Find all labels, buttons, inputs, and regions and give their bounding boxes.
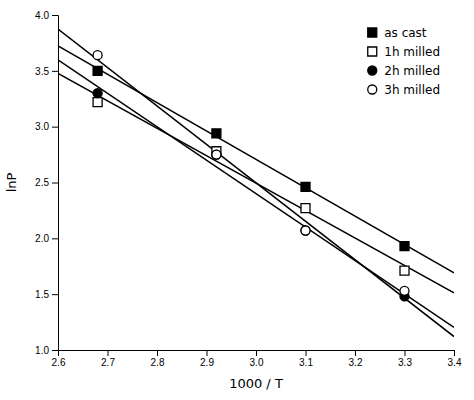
tick-mark xyxy=(108,350,109,356)
tick-mark xyxy=(355,350,356,356)
point xyxy=(301,226,310,235)
point xyxy=(212,150,221,159)
legend-item: 1h milled xyxy=(368,45,440,59)
tick-label: 3.4 xyxy=(448,357,462,368)
tick: 1.5 xyxy=(35,289,58,300)
tick-mark xyxy=(405,350,406,356)
point xyxy=(301,226,310,235)
legend-item: as cast xyxy=(368,26,427,40)
legend-label: 3h milled xyxy=(384,83,440,97)
point xyxy=(93,89,102,98)
tick: 2.8 xyxy=(151,350,165,368)
tick-label: 3.5 xyxy=(35,66,49,77)
tick: 3.5 xyxy=(35,66,58,77)
tick: 2.0 xyxy=(35,233,58,244)
tick: 3.1 xyxy=(299,350,313,368)
point xyxy=(400,266,409,275)
point xyxy=(400,286,409,295)
tick-label: 2.5 xyxy=(35,177,49,188)
legend-background xyxy=(358,19,448,103)
tick: 2.9 xyxy=(200,350,214,368)
tick-label: 2.7 xyxy=(101,357,115,368)
tick-mark xyxy=(454,350,455,356)
chart: 2.6 2.7 2.8 2.9 3.0 3.1 3.2 3.3 3.4 1.0 1.5 2.0 2.5 3… xyxy=(0,0,474,400)
tick: 3.0 xyxy=(35,121,58,132)
axis-line xyxy=(52,16,59,351)
point xyxy=(301,204,310,213)
tick-label: 3.0 xyxy=(250,357,264,368)
plot: 2.6 2.7 2.8 2.9 3.0 3.1 3.2 3.3 3.4 1.0 1.5 2.0 2.5 3… xyxy=(35,10,462,368)
point xyxy=(212,129,221,138)
legend-label: 1h milled xyxy=(384,45,440,59)
legend-item: 2h milled xyxy=(368,64,440,78)
tick-label: 2.9 xyxy=(200,357,214,368)
legend-label: 2h milled xyxy=(384,64,440,78)
point xyxy=(93,66,102,75)
point xyxy=(212,150,221,159)
tick: 3.4 xyxy=(448,350,462,368)
tick: 2.5 xyxy=(35,177,58,188)
tick-label: 3.3 xyxy=(398,357,412,368)
tick: 2.7 xyxy=(101,350,115,368)
x-axis-title: 1000 / T xyxy=(229,376,283,391)
tick-mark xyxy=(52,183,58,184)
tick-mark xyxy=(52,350,58,351)
x-axis: 2.6 2.7 2.8 2.9 3.0 3.1 3.2 3.3 3.4 xyxy=(52,350,462,368)
tick-label: 3.1 xyxy=(299,357,313,368)
tick-mark xyxy=(52,238,58,239)
tick-mark xyxy=(52,127,58,128)
tick-label: 2.0 xyxy=(35,233,49,244)
legend-symbol xyxy=(368,28,377,37)
tick-mark xyxy=(256,350,257,356)
tick: 3.3 xyxy=(398,350,412,368)
fit-line xyxy=(58,29,454,337)
legend-label: as cast xyxy=(384,26,427,40)
tick-label: 1.5 xyxy=(35,289,49,300)
tick-label: 4.0 xyxy=(35,10,49,21)
legend-symbol xyxy=(368,85,377,94)
axis-line xyxy=(59,351,455,357)
legend-symbol xyxy=(368,66,377,75)
tick-mark xyxy=(52,71,58,72)
tick: 3.2 xyxy=(349,350,363,368)
tick: 3.0 xyxy=(250,350,264,368)
tick-label: 1.0 xyxy=(35,345,49,356)
tick: 1.0 xyxy=(35,345,58,356)
tick-mark xyxy=(207,350,208,356)
tick-mark xyxy=(52,294,58,295)
tick-mark xyxy=(157,350,158,356)
point xyxy=(400,242,409,251)
tick-mark xyxy=(52,15,58,16)
tick-label: 3.2 xyxy=(349,357,363,368)
point xyxy=(93,98,102,107)
y-axis: 1.0 1.5 2.0 2.5 3.0 3.5 4.0 xyxy=(35,10,58,356)
y-axis-title: lnP xyxy=(4,173,19,193)
legend-item: 3h milled xyxy=(368,83,440,97)
tick: 4.0 xyxy=(35,10,58,21)
tick-label: 3.0 xyxy=(35,121,49,132)
marks xyxy=(58,29,454,337)
tick-label: 2.8 xyxy=(151,357,165,368)
point xyxy=(301,182,310,191)
legend-symbol xyxy=(368,47,377,56)
tick-mark xyxy=(306,350,307,356)
tick-label: 2.6 xyxy=(52,357,66,368)
tick: 2.6 xyxy=(52,350,66,368)
point xyxy=(93,51,102,60)
legend: as cast 1h milled 2h milled 3h milled xyxy=(358,19,448,103)
